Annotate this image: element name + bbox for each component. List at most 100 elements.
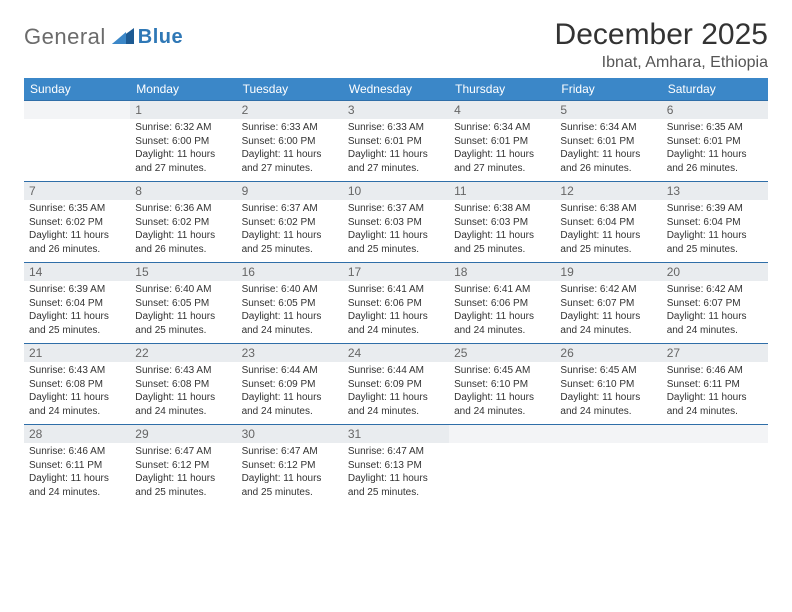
sunrise-line: Sunrise: 6:44 AM [242, 364, 338, 378]
calendar-day-cell: 7Sunrise: 6:35 AMSunset: 6:02 PMDaylight… [24, 182, 130, 263]
weekday-header: Sunday [24, 78, 130, 101]
daylight-line: Daylight: 11 hours and 24 minutes. [454, 391, 550, 418]
day-number: 20 [662, 263, 768, 281]
day-number: 3 [343, 101, 449, 119]
daylight-line: Daylight: 11 hours and 24 minutes. [29, 391, 125, 418]
calendar-day-cell: 11Sunrise: 6:38 AMSunset: 6:03 PMDayligh… [449, 182, 555, 263]
day-number: 21 [24, 344, 130, 362]
calendar-day-cell: 22Sunrise: 6:43 AMSunset: 6:08 PMDayligh… [130, 344, 236, 425]
sunrise-line: Sunrise: 6:41 AM [454, 283, 550, 297]
sunset-line: Sunset: 6:07 PM [560, 297, 656, 311]
calendar-day-cell: 31Sunrise: 6:47 AMSunset: 6:13 PMDayligh… [343, 425, 449, 506]
daylight-line: Daylight: 11 hours and 27 minutes. [135, 148, 231, 175]
sunrise-line: Sunrise: 6:34 AM [560, 121, 656, 135]
logo: General Blue [24, 18, 183, 50]
day-number: 18 [449, 263, 555, 281]
calendar-week-row: 7Sunrise: 6:35 AMSunset: 6:02 PMDaylight… [24, 182, 768, 263]
day-body: Sunrise: 6:46 AMSunset: 6:11 PMDaylight:… [24, 443, 130, 505]
sunset-line: Sunset: 6:05 PM [135, 297, 231, 311]
day-number: 6 [662, 101, 768, 119]
daylight-line: Daylight: 11 hours and 27 minutes. [348, 148, 444, 175]
calendar-day-cell [555, 425, 661, 506]
location: Ibnat, Amhara, Ethiopia [555, 54, 768, 72]
calendar-day-cell: 20Sunrise: 6:42 AMSunset: 6:07 PMDayligh… [662, 263, 768, 344]
calendar-day-cell: 10Sunrise: 6:37 AMSunset: 6:03 PMDayligh… [343, 182, 449, 263]
day-number: 29 [130, 425, 236, 443]
sunset-line: Sunset: 6:02 PM [135, 216, 231, 230]
day-number: 5 [555, 101, 661, 119]
daylight-line: Daylight: 11 hours and 24 minutes. [667, 391, 763, 418]
day-body [24, 119, 130, 179]
sunset-line: Sunset: 6:08 PM [29, 378, 125, 392]
day-body [449, 443, 555, 503]
daylight-line: Daylight: 11 hours and 26 minutes. [135, 229, 231, 256]
daylight-line: Daylight: 11 hours and 24 minutes. [667, 310, 763, 337]
logo-triangle-icon [112, 26, 134, 49]
calendar-table: Sunday Monday Tuesday Wednesday Thursday… [24, 78, 768, 505]
sunset-line: Sunset: 6:10 PM [560, 378, 656, 392]
day-body: Sunrise: 6:43 AMSunset: 6:08 PMDaylight:… [130, 362, 236, 424]
day-body: Sunrise: 6:42 AMSunset: 6:07 PMDaylight:… [555, 281, 661, 343]
calendar-day-cell: 23Sunrise: 6:44 AMSunset: 6:09 PMDayligh… [237, 344, 343, 425]
calendar-week-row: 21Sunrise: 6:43 AMSunset: 6:08 PMDayligh… [24, 344, 768, 425]
sunset-line: Sunset: 6:13 PM [348, 459, 444, 473]
day-number: 30 [237, 425, 343, 443]
daylight-line: Daylight: 11 hours and 27 minutes. [242, 148, 338, 175]
calendar-day-cell: 8Sunrise: 6:36 AMSunset: 6:02 PMDaylight… [130, 182, 236, 263]
day-body: Sunrise: 6:38 AMSunset: 6:04 PMDaylight:… [555, 200, 661, 262]
weekday-header: Saturday [662, 78, 768, 101]
title-block: December 2025 Ibnat, Amhara, Ethiopia [555, 18, 768, 72]
sunset-line: Sunset: 6:02 PM [29, 216, 125, 230]
day-body: Sunrise: 6:44 AMSunset: 6:09 PMDaylight:… [237, 362, 343, 424]
day-number: 26 [555, 344, 661, 362]
day-number [24, 101, 130, 119]
sunset-line: Sunset: 6:04 PM [667, 216, 763, 230]
day-number: 16 [237, 263, 343, 281]
daylight-line: Daylight: 11 hours and 25 minutes. [560, 229, 656, 256]
day-number: 28 [24, 425, 130, 443]
sunset-line: Sunset: 6:02 PM [242, 216, 338, 230]
day-number: 10 [343, 182, 449, 200]
daylight-line: Daylight: 11 hours and 25 minutes. [348, 472, 444, 499]
header: General Blue December 2025 Ibnat, Amhara… [24, 18, 768, 72]
sunrise-line: Sunrise: 6:46 AM [29, 445, 125, 459]
sunset-line: Sunset: 6:03 PM [454, 216, 550, 230]
day-body: Sunrise: 6:41 AMSunset: 6:06 PMDaylight:… [449, 281, 555, 343]
calendar-day-cell: 18Sunrise: 6:41 AMSunset: 6:06 PMDayligh… [449, 263, 555, 344]
daylight-line: Daylight: 11 hours and 26 minutes. [560, 148, 656, 175]
day-body: Sunrise: 6:47 AMSunset: 6:12 PMDaylight:… [237, 443, 343, 505]
day-body: Sunrise: 6:40 AMSunset: 6:05 PMDaylight:… [130, 281, 236, 343]
sunset-line: Sunset: 6:08 PM [135, 378, 231, 392]
daylight-line: Daylight: 11 hours and 25 minutes. [348, 229, 444, 256]
day-number: 14 [24, 263, 130, 281]
day-body: Sunrise: 6:38 AMSunset: 6:03 PMDaylight:… [449, 200, 555, 262]
day-number: 15 [130, 263, 236, 281]
sunrise-line: Sunrise: 6:34 AM [454, 121, 550, 135]
day-number: 11 [449, 182, 555, 200]
sunset-line: Sunset: 6:09 PM [242, 378, 338, 392]
daylight-line: Daylight: 11 hours and 26 minutes. [29, 229, 125, 256]
calendar-day-cell: 19Sunrise: 6:42 AMSunset: 6:07 PMDayligh… [555, 263, 661, 344]
day-body: Sunrise: 6:34 AMSunset: 6:01 PMDaylight:… [449, 119, 555, 181]
day-number: 31 [343, 425, 449, 443]
day-number: 19 [555, 263, 661, 281]
calendar-day-cell: 5Sunrise: 6:34 AMSunset: 6:01 PMDaylight… [555, 101, 661, 182]
day-number: 27 [662, 344, 768, 362]
day-number: 9 [237, 182, 343, 200]
sunset-line: Sunset: 6:12 PM [242, 459, 338, 473]
calendar-day-cell: 13Sunrise: 6:39 AMSunset: 6:04 PMDayligh… [662, 182, 768, 263]
sunset-line: Sunset: 6:06 PM [454, 297, 550, 311]
month-title: December 2025 [555, 18, 768, 52]
calendar-day-cell: 9Sunrise: 6:37 AMSunset: 6:02 PMDaylight… [237, 182, 343, 263]
day-body: Sunrise: 6:33 AMSunset: 6:00 PMDaylight:… [237, 119, 343, 181]
daylight-line: Daylight: 11 hours and 27 minutes. [454, 148, 550, 175]
daylight-line: Daylight: 11 hours and 25 minutes. [135, 472, 231, 499]
day-number: 13 [662, 182, 768, 200]
day-number: 12 [555, 182, 661, 200]
daylight-line: Daylight: 11 hours and 25 minutes. [29, 310, 125, 337]
sunrise-line: Sunrise: 6:37 AM [242, 202, 338, 216]
sunset-line: Sunset: 6:07 PM [667, 297, 763, 311]
day-body: Sunrise: 6:37 AMSunset: 6:02 PMDaylight:… [237, 200, 343, 262]
day-number: 1 [130, 101, 236, 119]
sunset-line: Sunset: 6:00 PM [242, 135, 338, 149]
